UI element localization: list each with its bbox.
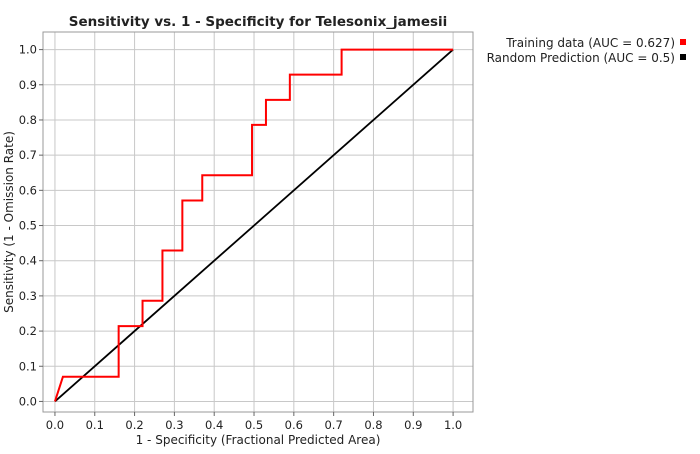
legend-label: Training data (AUC = 0.627): [505, 36, 675, 50]
plot-area: [42, 31, 474, 413]
x-axis-title: 1 - Specificity (Fractional Predicted Ar…: [136, 433, 381, 447]
x-tick-label: 0.3: [165, 418, 183, 432]
random-prediction-line: [54, 48, 454, 403]
x-tick-label: 0.4: [205, 418, 223, 432]
y-tick-label: 0.6: [19, 183, 37, 197]
training-data-line: [53, 48, 454, 402]
x-tick-label: 0.7: [324, 418, 342, 432]
y-tick-label: 0.7: [19, 148, 37, 162]
y-tick-label: 0.9: [19, 78, 37, 92]
chart-title: Sensitivity vs. 1 - Specificity for Tele…: [69, 14, 448, 30]
axis-ticks: 0.0 0.1 0.2 0.3 0.4 0.5 0.6 0.7 0.8 0.9 1.0 0.0 0.1 0…: [19, 43, 463, 432]
x-tick-label: 0.9: [404, 418, 422, 432]
y-tick-label: 0.0: [19, 394, 37, 408]
legend: Training data (AUC = 0.627)Random Predic…: [487, 36, 686, 65]
x-tick-label: 0.5: [245, 418, 263, 432]
x-tick-label: 0.6: [285, 418, 303, 432]
y-tick-label: 0.8: [19, 113, 37, 127]
x-tick-label: 1.0: [444, 418, 462, 432]
x-tick-label: 0.2: [125, 418, 143, 432]
x-tick-label: 0.8: [364, 418, 382, 432]
series-lines: [53, 48, 454, 403]
x-tick-label: 0.1: [86, 418, 104, 432]
legend-label: Random Prediction (AUC = 0.5): [487, 51, 675, 65]
y-tick-label: 0.4: [19, 254, 37, 268]
legend-swatch: [680, 39, 686, 45]
y-tick-label: 0.1: [19, 359, 37, 373]
legend-swatch: [680, 54, 686, 60]
y-tick-label: 0.2: [19, 324, 37, 338]
y-tick-label: 0.3: [19, 289, 37, 303]
y-axis-title: Sensitivity (1 - Omission Rate): [2, 131, 16, 313]
y-tick-label: 1.0: [19, 43, 37, 57]
y-tick-label: 0.5: [19, 219, 37, 233]
x-tick-label: 0.0: [46, 418, 64, 432]
